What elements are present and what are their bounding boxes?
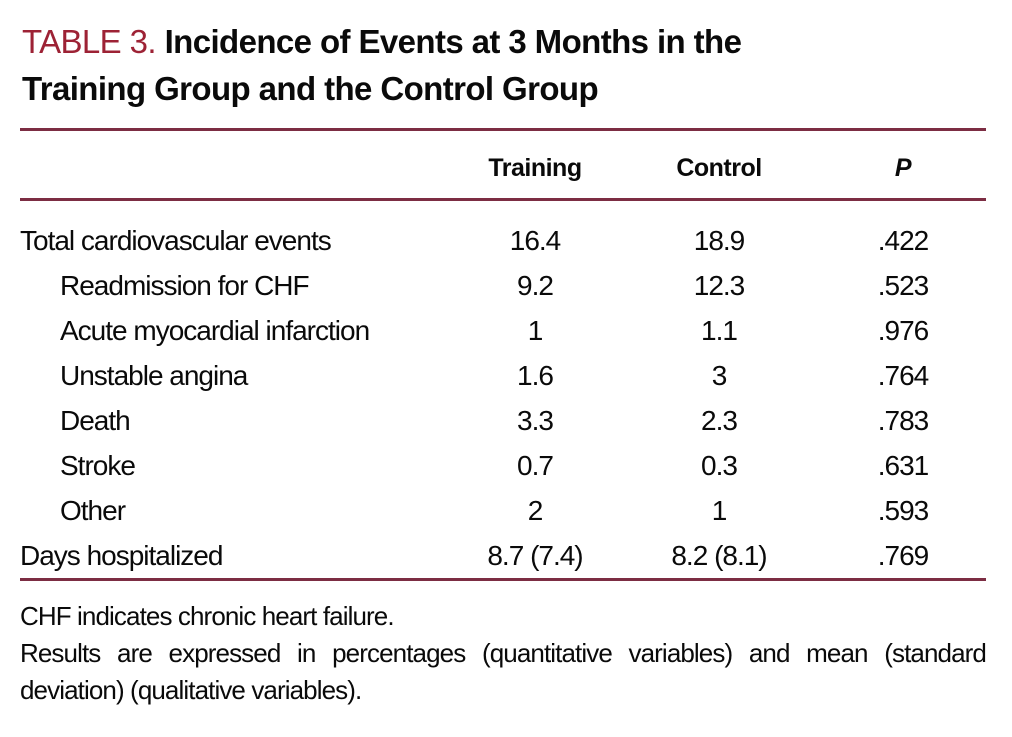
p-value: .593	[877, 494, 930, 526]
row-label: Death	[60, 404, 131, 436]
top-rule	[20, 128, 986, 131]
column-header-p: P	[894, 153, 912, 182]
table-row: Total cardiovascular events 16.4 18.9 .4…	[20, 218, 986, 263]
p-value: .422	[877, 224, 930, 256]
table-body: Total cardiovascular events 16.4 18.9 .4…	[20, 218, 986, 578]
table-row: Acute myocardial infarction 1 1.1 .976	[20, 308, 986, 353]
training-value: 9.2	[517, 269, 554, 301]
control-value: 8.2 (8.1)	[671, 539, 767, 571]
control-value: 1.1	[701, 314, 738, 346]
control-value: 12.3	[693, 269, 746, 301]
table-row: Days hospitalized 8.7 (7.4) 8.2 (8.1) .7…	[20, 533, 986, 578]
column-header-training: Training	[488, 153, 582, 182]
row-label: Readmission for CHF	[60, 269, 310, 301]
training-value: 3.3	[517, 404, 554, 436]
table-footnotes: CHF indicates chronic heart failure. Res…	[20, 598, 987, 709]
control-value: 0.3	[701, 449, 738, 481]
control-value: 18.9	[693, 224, 746, 256]
row-label: Acute myocardial infarction	[60, 314, 370, 346]
training-value: 2	[527, 494, 544, 526]
table-row: Readmission for CHF 9.2 12.3 .523	[20, 263, 986, 308]
p-value: .783	[877, 404, 930, 436]
footnote-abbreviation: CHF indicates chronic heart failure.	[20, 601, 395, 631]
bottom-rule	[20, 578, 986, 581]
table-title-line2: Training Group and the Control Group	[22, 70, 599, 107]
row-label: Stroke	[60, 449, 136, 481]
footnote-results-line2: deviation) (qualitative variables).	[20, 675, 362, 705]
p-value: .523	[877, 269, 930, 301]
table-row: Death 3.3 2.3 .783	[20, 398, 986, 443]
column-header-row: Training Control P	[20, 146, 986, 190]
training-value: 1.6	[517, 359, 554, 391]
p-value: .769	[877, 539, 930, 571]
control-value: 2.3	[701, 404, 738, 436]
row-label: Total cardiovascular events	[20, 224, 332, 256]
p-value: .631	[877, 449, 930, 481]
header-rule	[20, 198, 986, 201]
p-value: .976	[877, 314, 930, 346]
footnote-results-line1: Results are expressed in percentages (qu…	[20, 638, 987, 668]
control-value: 3	[711, 359, 728, 391]
training-value: 1	[527, 314, 544, 346]
row-label: Unstable angina	[60, 359, 248, 391]
table-row: Other 2 1 .593	[20, 488, 986, 533]
table-title-line1: Incidence of Events at 3 Months in the	[164, 23, 742, 60]
table-row: Unstable angina 1.6 3 .764	[20, 353, 986, 398]
training-value: 0.7	[517, 449, 554, 481]
p-value: .764	[877, 359, 930, 391]
table-number-label: TABLE 3.	[22, 23, 157, 60]
row-label: Other	[60, 494, 126, 526]
table-row: Stroke 0.7 0.3 .631	[20, 443, 986, 488]
control-value: 1	[711, 494, 728, 526]
training-value: 8.7 (7.4)	[487, 539, 583, 571]
column-header-control: Control	[676, 153, 762, 182]
training-value: 16.4	[509, 224, 562, 256]
row-label: Days hospitalized	[20, 539, 223, 571]
table-title: TABLE 3. Incidence of Events at 3 Months…	[22, 18, 962, 112]
